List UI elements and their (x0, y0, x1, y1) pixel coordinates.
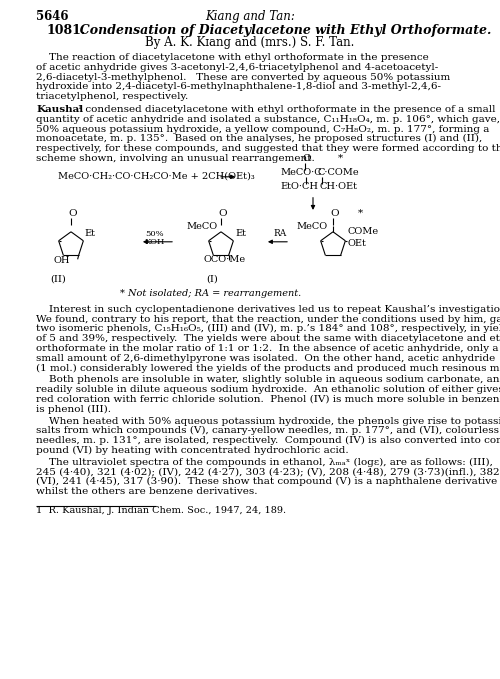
Text: CH·OEt: CH·OEt (320, 182, 358, 191)
Text: small amount of 2,6-dimethylpyrone was isolated.  On the other hand, acetic anhy: small amount of 2,6-dimethylpyrone was i… (36, 354, 495, 363)
Text: EtO·CH: EtO·CH (280, 182, 318, 191)
Text: KOH: KOH (145, 238, 166, 246)
Text: COMe: COMe (347, 227, 378, 236)
Text: quantity of acetic anhydride and isolated a substance, C₁₁H₁₈O₄, m. p. 106°, whi: quantity of acetic anhydride and isolate… (36, 115, 500, 124)
Text: two isomeric phenols, C₁₅H₁₆O₅, (III) and (IV), m. p.’s 184° and 108°, respectiv: two isomeric phenols, C₁₅H₁₆O₅, (III) an… (36, 325, 500, 333)
Text: O: O (68, 209, 76, 218)
Text: Both phenols are insoluble in water, slightly soluble in aqueous sodium carbonat: Both phenols are insoluble in water, sli… (36, 375, 500, 384)
Text: salts from which compounds (V), canary-yellow needles, m. p. 177°, and (VI), col: salts from which compounds (V), canary-y… (36, 426, 499, 435)
Text: When heated with 50% aqueous potassium hydroxide, the phenols give rise to potas: When heated with 50% aqueous potassium h… (36, 417, 500, 426)
Text: *: * (358, 209, 363, 218)
Text: The reaction of diacetylacetone with ethyl orthoformate in the presence: The reaction of diacetylacetone with eth… (36, 53, 429, 62)
Text: 50% aqueous potassium hydroxide, a yellow compound, C₇H₈O₂, m. p. 177°, forming : 50% aqueous potassium hydroxide, a yello… (36, 125, 490, 134)
Text: OCO·Me: OCO·Me (203, 255, 245, 264)
Text: of 5 and 39%, respectively.  The yields were about the same with diacetylacetone: of 5 and 39%, respectively. The yields w… (36, 334, 500, 343)
Text: C·COMe: C·COMe (318, 168, 360, 177)
Text: triacetylphenol, respectively.: triacetylphenol, respectively. (36, 92, 188, 101)
Text: monoacetate, m. p. 135°.  Based on the analyses, he proposed structures (I) and : monoacetate, m. p. 135°. Based on the an… (36, 134, 482, 143)
Text: Interest in such cyclopentadienone derivatives led us to repeat Kaushal’s invest: Interest in such cyclopentadienone deriv… (36, 305, 500, 314)
Text: ¹ condensed diacetylacetone with ethyl orthoformate in the presence of a small: ¹ condensed diacetylacetone with ethyl o… (78, 105, 496, 114)
Text: scheme shown, involving an unusual rearrangement.: scheme shown, involving an unusual rearr… (36, 154, 315, 163)
Text: readily soluble in dilute aqueous sodium hydroxide.  An ethanolic solution of ei: readily soluble in dilute aqueous sodium… (36, 385, 500, 394)
Text: is phenol (III).: is phenol (III). (36, 405, 111, 414)
Text: O: O (218, 209, 226, 218)
Text: MeCO: MeCO (186, 222, 217, 231)
Text: *: * (338, 154, 343, 163)
Text: 5646: 5646 (36, 10, 68, 23)
Text: (VI), 241 (4·45), 317 (3·90).  These show that compound (V) is a naphthalene der: (VI), 241 (4·45), 317 (3·90). These show… (36, 477, 497, 486)
Text: of acetic anhydride gives 3-acetonyl-2,4,6-triacetylphenol and 4-acetoacetyl-: of acetic anhydride gives 3-acetonyl-2,4… (36, 62, 438, 72)
Text: 1  R. Kaushal, J. Indian Chem. Soc., 1947, 24, 189.: 1 R. Kaushal, J. Indian Chem. Soc., 1947… (36, 506, 286, 515)
Text: 1081.: 1081. (46, 24, 85, 37)
Text: needles, m. p. 131°, are isolated, respectively.  Compound (IV) is also converte: needles, m. p. 131°, are isolated, respe… (36, 436, 500, 445)
Text: By A. K. Kɪang and (mrs.) S. F. Tan.: By A. K. Kɪang and (mrs.) S. F. Tan. (146, 36, 354, 49)
Text: O: O (302, 154, 310, 163)
Text: Condensation of Diacetylacetone with Ethyl Orthoformate.: Condensation of Diacetylacetone with Eth… (71, 24, 492, 37)
Text: MeCO·C: MeCO·C (280, 168, 322, 177)
Text: OH: OH (54, 256, 70, 265)
Text: Kiang and Tan:: Kiang and Tan: (205, 10, 295, 23)
Text: (I): (I) (206, 275, 218, 284)
Text: MeCO: MeCO (296, 222, 327, 231)
Text: We found, contrary to his report, that the reaction, under the conditions used b: We found, contrary to his report, that t… (36, 314, 500, 324)
Text: RA: RA (273, 229, 286, 238)
Text: orthoformate in the molar ratio of 1:1 or 1:2.  In the absence of acetic anhydri: orthoformate in the molar ratio of 1:1 o… (36, 344, 498, 353)
Text: respectively, for these compounds, and suggested that they were formed according: respectively, for these compounds, and s… (36, 144, 500, 153)
Text: red coloration with ferric chloride solution.  Phenol (IV) is much more soluble : red coloration with ferric chloride solu… (36, 395, 500, 404)
Text: (1 mol.) considerably lowered the yields of the products and produced much resin: (1 mol.) considerably lowered the yields… (36, 363, 500, 373)
Text: OEt: OEt (347, 239, 366, 248)
Text: * Not isolated; RA = rearrangement.: * Not isolated; RA = rearrangement. (120, 289, 301, 298)
Text: Et: Et (84, 229, 95, 238)
Text: pound (VI) by heating with concentrated hydrochloric acid.: pound (VI) by heating with concentrated … (36, 446, 348, 455)
Text: whilst the others are benzene derivatives.: whilst the others are benzene derivative… (36, 488, 258, 496)
Text: 50%: 50% (145, 230, 164, 238)
Text: MeCO·CH₂·CO·CH₂CO·Me + 2CH(OEt)₃: MeCO·CH₂·CO·CH₂CO·Me + 2CH(OEt)₃ (58, 172, 255, 181)
Text: (II): (II) (50, 275, 66, 284)
Text: The ultraviolet spectra of the compounds in ethanol, λₘₐˣ (logε), are as follows: The ultraviolet spectra of the compounds… (36, 458, 493, 466)
Text: 245 (4·40), 321 (4·02); (IV), 242 (4·27), 303 (4·23); (V), 208 (4·48), 279 (3·73: 245 (4·40), 321 (4·02); (IV), 242 (4·27)… (36, 468, 500, 477)
Text: O: O (330, 209, 338, 218)
Text: 2,6-diacetyl-3-methylphenol.   These are converted by aqueous 50% potassium: 2,6-diacetyl-3-methylphenol. These are c… (36, 73, 450, 81)
Text: hydroxide into 2,4-diacetyl-6-methylnaphthalene-1,8-diol and 3-methyl-2,4,6-: hydroxide into 2,4-diacetyl-6-methylnaph… (36, 82, 441, 92)
Text: Kaushal: Kaushal (36, 105, 83, 114)
Text: Et: Et (235, 229, 246, 238)
